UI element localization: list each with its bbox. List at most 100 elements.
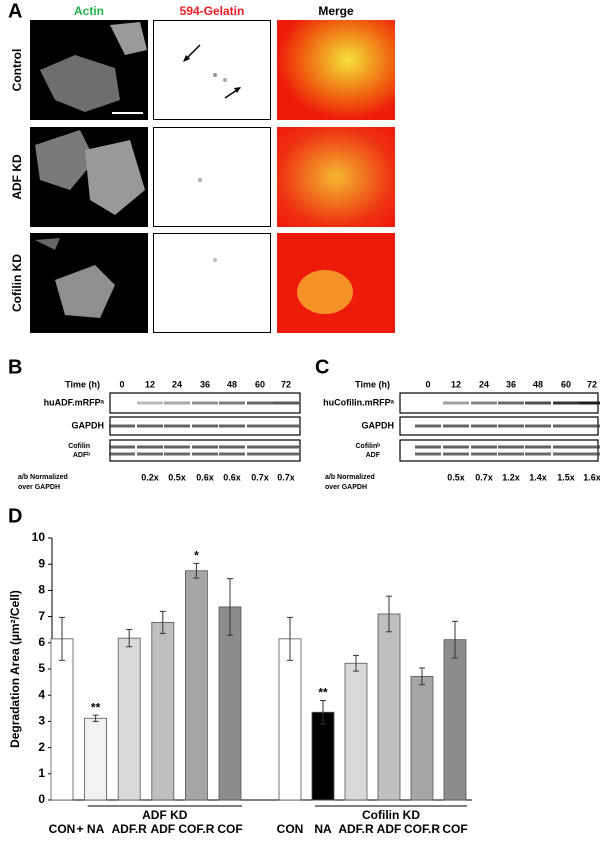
x-tick-label: CON xyxy=(49,822,76,836)
ratio: 0.7x xyxy=(475,472,493,482)
ratio: 1.2x xyxy=(502,472,520,482)
significance: ** xyxy=(318,686,328,700)
y-tick-label: 9 xyxy=(38,556,45,570)
band xyxy=(498,452,524,456)
band xyxy=(415,452,441,456)
band xyxy=(273,424,299,428)
panel-letter: B xyxy=(8,356,22,378)
band xyxy=(471,424,497,428)
column-header: Merge xyxy=(318,4,354,18)
band xyxy=(273,452,299,456)
y-axis-title: Degradation Area (µm²/Cell) xyxy=(8,590,22,748)
time-point: 24 xyxy=(172,379,182,389)
bar xyxy=(278,638,302,801)
time-point: 0 xyxy=(119,379,124,389)
time-label: Time (h) xyxy=(65,379,100,389)
bar xyxy=(311,711,335,801)
bar xyxy=(443,639,467,801)
ratio-label: a/b Normalized xyxy=(325,474,375,481)
y-tick-label: 1 xyxy=(38,766,45,780)
x-tick-label: CON xyxy=(277,822,304,836)
band xyxy=(137,424,163,428)
band xyxy=(247,401,273,405)
panel-letter: C xyxy=(315,356,329,378)
band xyxy=(109,424,135,428)
band xyxy=(443,452,469,456)
band xyxy=(553,424,579,428)
ratio-label: over GAPDH xyxy=(325,484,367,491)
time-point: 72 xyxy=(281,379,291,389)
band xyxy=(498,424,524,428)
y-tick-label: 4 xyxy=(38,687,45,701)
significance: * xyxy=(194,549,199,563)
band xyxy=(525,445,551,449)
row-label: Cofilin KD xyxy=(10,254,24,312)
ratio-label: over GAPDH xyxy=(18,484,60,491)
y-tick-label: 6 xyxy=(38,635,45,649)
bar xyxy=(377,613,401,801)
ratio: 0.6x xyxy=(223,472,241,482)
ratio: 1.4x xyxy=(529,472,547,482)
band xyxy=(137,445,163,449)
blot-label: huCofilin.mRFPᵃ xyxy=(323,397,394,407)
time-point: 48 xyxy=(227,379,237,389)
band xyxy=(525,452,551,456)
row-label: Control xyxy=(10,49,24,92)
band xyxy=(164,452,190,456)
group-label: ADF KD xyxy=(142,808,188,822)
band xyxy=(192,424,218,428)
blot-label: ADFᵇ xyxy=(73,452,90,459)
ratio: 1.5x xyxy=(557,472,575,482)
bar xyxy=(151,621,175,801)
band xyxy=(109,452,135,456)
group-label: Cofilin KD xyxy=(362,808,420,822)
band xyxy=(579,445,600,449)
x-tick-label: NA xyxy=(87,822,105,836)
bar xyxy=(218,606,242,801)
bar xyxy=(117,637,141,801)
band xyxy=(247,452,273,456)
band xyxy=(525,401,551,405)
blot xyxy=(399,439,599,462)
band xyxy=(525,424,551,428)
band xyxy=(219,452,245,456)
band xyxy=(443,445,469,449)
time-point: 60 xyxy=(255,379,265,389)
blot-label: ADF xyxy=(366,452,381,459)
y-tick-label: 3 xyxy=(38,714,45,728)
x-tick-label: NA xyxy=(314,822,332,836)
y-tick-label: 0 xyxy=(38,792,45,806)
band xyxy=(415,445,441,449)
band xyxy=(443,424,469,428)
y-tick-label: 10 xyxy=(32,530,46,544)
x-tick-label: ADF.R xyxy=(112,822,148,836)
band xyxy=(471,452,497,456)
time-point: 0 xyxy=(425,379,430,389)
x-tick-label: ADF xyxy=(377,822,402,836)
band xyxy=(164,424,190,428)
blot-label: huADF.mRFPᵃ xyxy=(44,397,105,407)
band xyxy=(137,452,163,456)
time-label: Time (h) xyxy=(355,379,390,389)
significance: ** xyxy=(91,700,101,714)
blot-label: GAPDH xyxy=(361,420,394,430)
ratio: 0.5x xyxy=(168,472,186,482)
column-header: 594-Gelatin xyxy=(180,4,245,18)
band xyxy=(219,424,245,428)
panel-letter: A xyxy=(8,0,22,22)
band xyxy=(553,401,579,405)
ratio: 0.6x xyxy=(196,472,214,482)
y-tick-label: 5 xyxy=(38,661,45,675)
band xyxy=(219,401,245,405)
band xyxy=(247,424,273,428)
x-tick-label: COF.R xyxy=(178,822,214,836)
band xyxy=(273,401,299,405)
band xyxy=(579,424,600,428)
control-marker: + xyxy=(76,822,83,836)
bar xyxy=(84,717,107,801)
time-point: 24 xyxy=(479,379,489,389)
blot-label: Cofilin xyxy=(68,443,90,450)
band xyxy=(443,401,469,405)
column-header: Actin xyxy=(74,4,104,18)
